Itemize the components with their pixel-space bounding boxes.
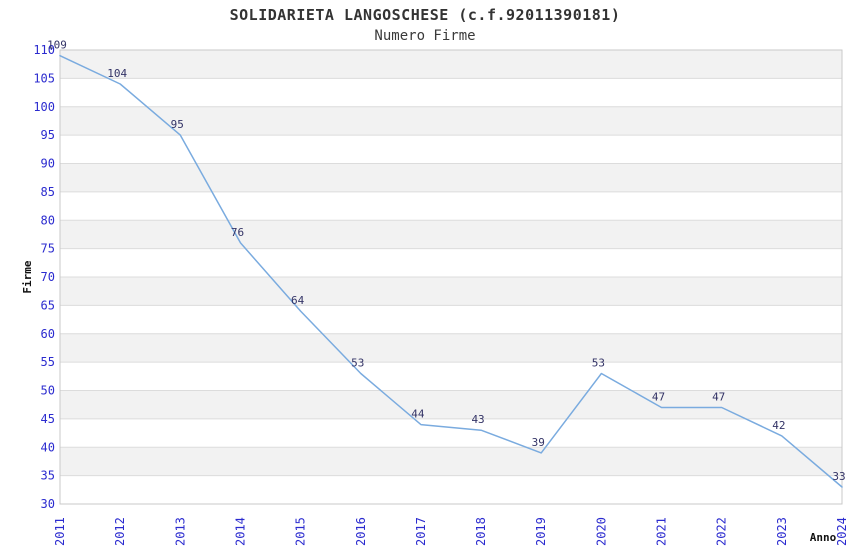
point-label: 47 <box>652 391 665 404</box>
y-axis-title: Firme <box>21 260 34 293</box>
point-label: 104 <box>107 67 127 80</box>
x-tick-label: 2024 <box>835 517 849 546</box>
x-tick-label: 2015 <box>294 517 308 546</box>
x-tick-label: 2019 <box>534 517 548 546</box>
x-tick-label: 2014 <box>233 517 247 546</box>
grid-band <box>60 447 842 476</box>
y-tick-label: 75 <box>41 242 55 256</box>
point-label: 95 <box>171 118 184 131</box>
y-tick-label: 35 <box>41 469 55 483</box>
y-tick-label: 30 <box>41 497 55 511</box>
data-series <box>59 54 843 488</box>
y-tick-label: 90 <box>41 157 55 171</box>
grid-band <box>60 277 842 306</box>
x-tick-label: 2016 <box>354 517 368 546</box>
grid-band <box>60 220 842 249</box>
chart-title: SOLIDARIETA LANGOSCHESE (c.f.92011390181… <box>229 6 621 24</box>
y-tick-label: 110 <box>33 43 55 57</box>
plot-bands <box>60 50 842 476</box>
y-axis-tick-labels: 110 105 100 95 90 85 80 75 70 65 60 55 50 45 40 35 30 <box>33 43 55 511</box>
x-tick-label: 2023 <box>775 517 789 546</box>
chart-subtitle: Numero Firme <box>374 28 476 44</box>
y-tick-label: 45 <box>41 412 55 426</box>
point-label: 53 <box>351 356 364 369</box>
grid-band <box>60 390 842 419</box>
y-tick-label: 65 <box>41 298 55 312</box>
y-tick-label: 60 <box>41 327 55 341</box>
data-line <box>59 54 843 488</box>
y-tick-label: 55 <box>41 355 55 369</box>
grid-band <box>60 163 842 192</box>
point-label: 42 <box>772 419 785 432</box>
x-tick-label: 2017 <box>414 517 428 546</box>
point-label: 39 <box>532 436 545 449</box>
plot-frame <box>59 49 843 505</box>
data-point-labels: 109 104 95 76 64 53 44 43 39 53 47 47 42 33 <box>47 39 846 483</box>
point-label: 109 <box>47 39 67 52</box>
x-tick-label: 2022 <box>715 517 729 546</box>
y-tick-label: 85 <box>41 185 55 199</box>
point-label: 47 <box>712 391 725 404</box>
x-tick-label: 2020 <box>594 517 608 546</box>
y-tick-label: 95 <box>41 128 55 142</box>
y-tick-label: 100 <box>33 100 55 114</box>
point-label: 53 <box>592 356 605 369</box>
y-tick-label: 40 <box>41 440 55 454</box>
point-label: 76 <box>231 226 244 239</box>
y-tick-label: 50 <box>41 384 55 398</box>
x-axis-tick-labels: 2011 2012 2013 2014 2015 2016 2017 2018 2019 2020… <box>53 517 849 546</box>
point-label: 33 <box>832 470 845 483</box>
y-tick-label: 105 <box>33 71 55 85</box>
grid-band <box>60 333 842 363</box>
x-tick-label: 2012 <box>113 517 127 546</box>
y-tick-label: 70 <box>41 270 55 284</box>
grid-band <box>60 106 842 136</box>
x-tick-label: 2018 <box>474 517 488 546</box>
point-label: 64 <box>291 294 305 307</box>
x-axis-title: Anno <box>810 531 837 544</box>
x-tick-label: 2011 <box>53 517 67 546</box>
y-tick-label: 80 <box>41 213 55 227</box>
plot-border <box>59 49 843 505</box>
plot-gridlines <box>60 77 842 477</box>
grid-band <box>60 50 842 79</box>
point-label: 44 <box>411 408 425 421</box>
x-tick-label: 2021 <box>655 517 669 546</box>
point-label: 43 <box>471 413 484 426</box>
x-tick-label: 2013 <box>173 517 187 546</box>
